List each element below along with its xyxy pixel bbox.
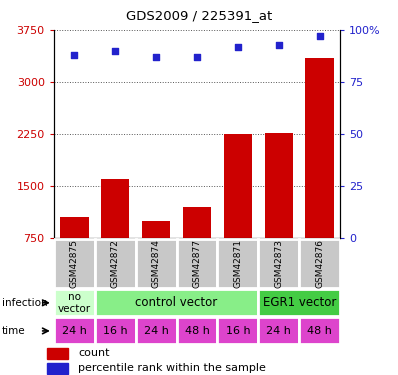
- FancyBboxPatch shape: [54, 239, 95, 288]
- Text: 48 h: 48 h: [307, 326, 332, 336]
- FancyBboxPatch shape: [177, 239, 217, 288]
- Text: GSM42874: GSM42874: [152, 239, 160, 288]
- FancyBboxPatch shape: [299, 317, 340, 344]
- Bar: [142, 221, 170, 290]
- FancyBboxPatch shape: [95, 290, 258, 316]
- Text: 24 h: 24 h: [144, 326, 168, 336]
- FancyBboxPatch shape: [258, 290, 340, 316]
- Bar: [265, 133, 293, 290]
- Text: EGR1 vector: EGR1 vector: [263, 296, 336, 309]
- Text: GSM42871: GSM42871: [234, 239, 242, 288]
- Text: count: count: [78, 348, 110, 358]
- Point: [112, 48, 118, 54]
- FancyBboxPatch shape: [54, 290, 95, 316]
- FancyBboxPatch shape: [95, 239, 136, 288]
- Text: no
vector: no vector: [58, 292, 91, 314]
- Text: GSM42872: GSM42872: [111, 239, 120, 288]
- FancyBboxPatch shape: [95, 317, 136, 344]
- Point: [194, 54, 200, 60]
- Text: 48 h: 48 h: [185, 326, 209, 336]
- Text: infection: infection: [2, 298, 48, 308]
- Bar: [47, 348, 68, 358]
- Bar: [101, 179, 129, 290]
- Text: percentile rank within the sample: percentile rank within the sample: [78, 363, 266, 374]
- Text: GDS2009 / 225391_at: GDS2009 / 225391_at: [126, 9, 272, 22]
- Bar: [60, 217, 88, 290]
- FancyBboxPatch shape: [299, 239, 340, 288]
- Text: control vector: control vector: [135, 296, 218, 309]
- Point: [235, 44, 241, 50]
- FancyBboxPatch shape: [258, 317, 299, 344]
- FancyBboxPatch shape: [217, 317, 258, 344]
- Point: [153, 54, 159, 60]
- Text: 24 h: 24 h: [62, 326, 87, 336]
- FancyBboxPatch shape: [258, 239, 299, 288]
- FancyBboxPatch shape: [217, 239, 258, 288]
- Text: 16 h: 16 h: [103, 326, 127, 336]
- FancyBboxPatch shape: [177, 317, 217, 344]
- Text: GSM42877: GSM42877: [193, 239, 201, 288]
- Text: GSM42873: GSM42873: [274, 239, 283, 288]
- Bar: [306, 58, 334, 290]
- Text: 24 h: 24 h: [266, 326, 291, 336]
- Text: GSM42875: GSM42875: [70, 239, 79, 288]
- Bar: [47, 363, 68, 374]
- FancyBboxPatch shape: [136, 317, 177, 344]
- FancyBboxPatch shape: [136, 239, 177, 288]
- Point: [276, 42, 282, 48]
- Text: time: time: [2, 326, 25, 336]
- Bar: [224, 134, 252, 290]
- Point: [71, 52, 77, 58]
- Text: GSM42876: GSM42876: [315, 239, 324, 288]
- Bar: [183, 207, 211, 290]
- Point: [317, 33, 323, 39]
- FancyBboxPatch shape: [54, 317, 95, 344]
- Text: 16 h: 16 h: [226, 326, 250, 336]
